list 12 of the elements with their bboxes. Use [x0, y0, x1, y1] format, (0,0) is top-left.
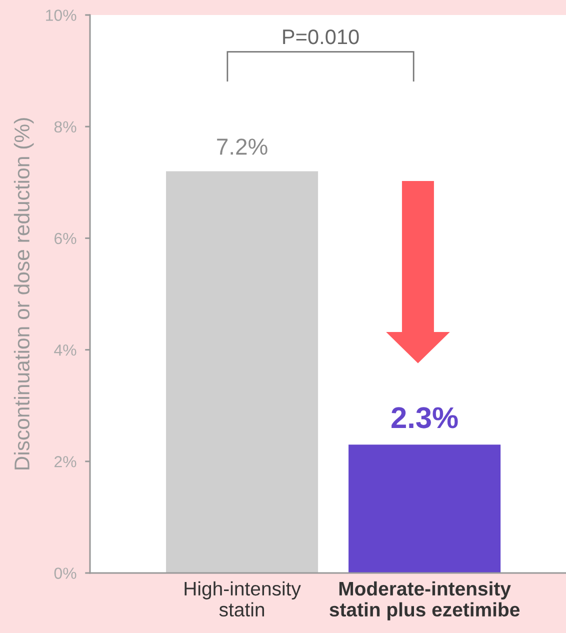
annotation: P=0.010	[283, 29, 359, 44]
y-tick-label: 6%	[54, 232, 76, 244]
y-axis-title: Discontinuation or dose reduction (%)	[14, 118, 34, 470]
y-tick-label: 8%	[54, 121, 76, 133]
data-label: 7.2%	[217, 138, 268, 155]
y-tick-label: 4%	[54, 344, 76, 356]
x-tick-label: High-intensity statin	[184, 581, 301, 617]
y-tick-label: 10%	[46, 10, 76, 21]
y-tick-label: 2%	[54, 456, 76, 468]
x-tick-label: Moderate-intensity statin plus ezetimibe	[330, 581, 520, 620]
data-label: 2.3%	[392, 407, 458, 428]
y-tick-label: 0%	[54, 568, 76, 579]
